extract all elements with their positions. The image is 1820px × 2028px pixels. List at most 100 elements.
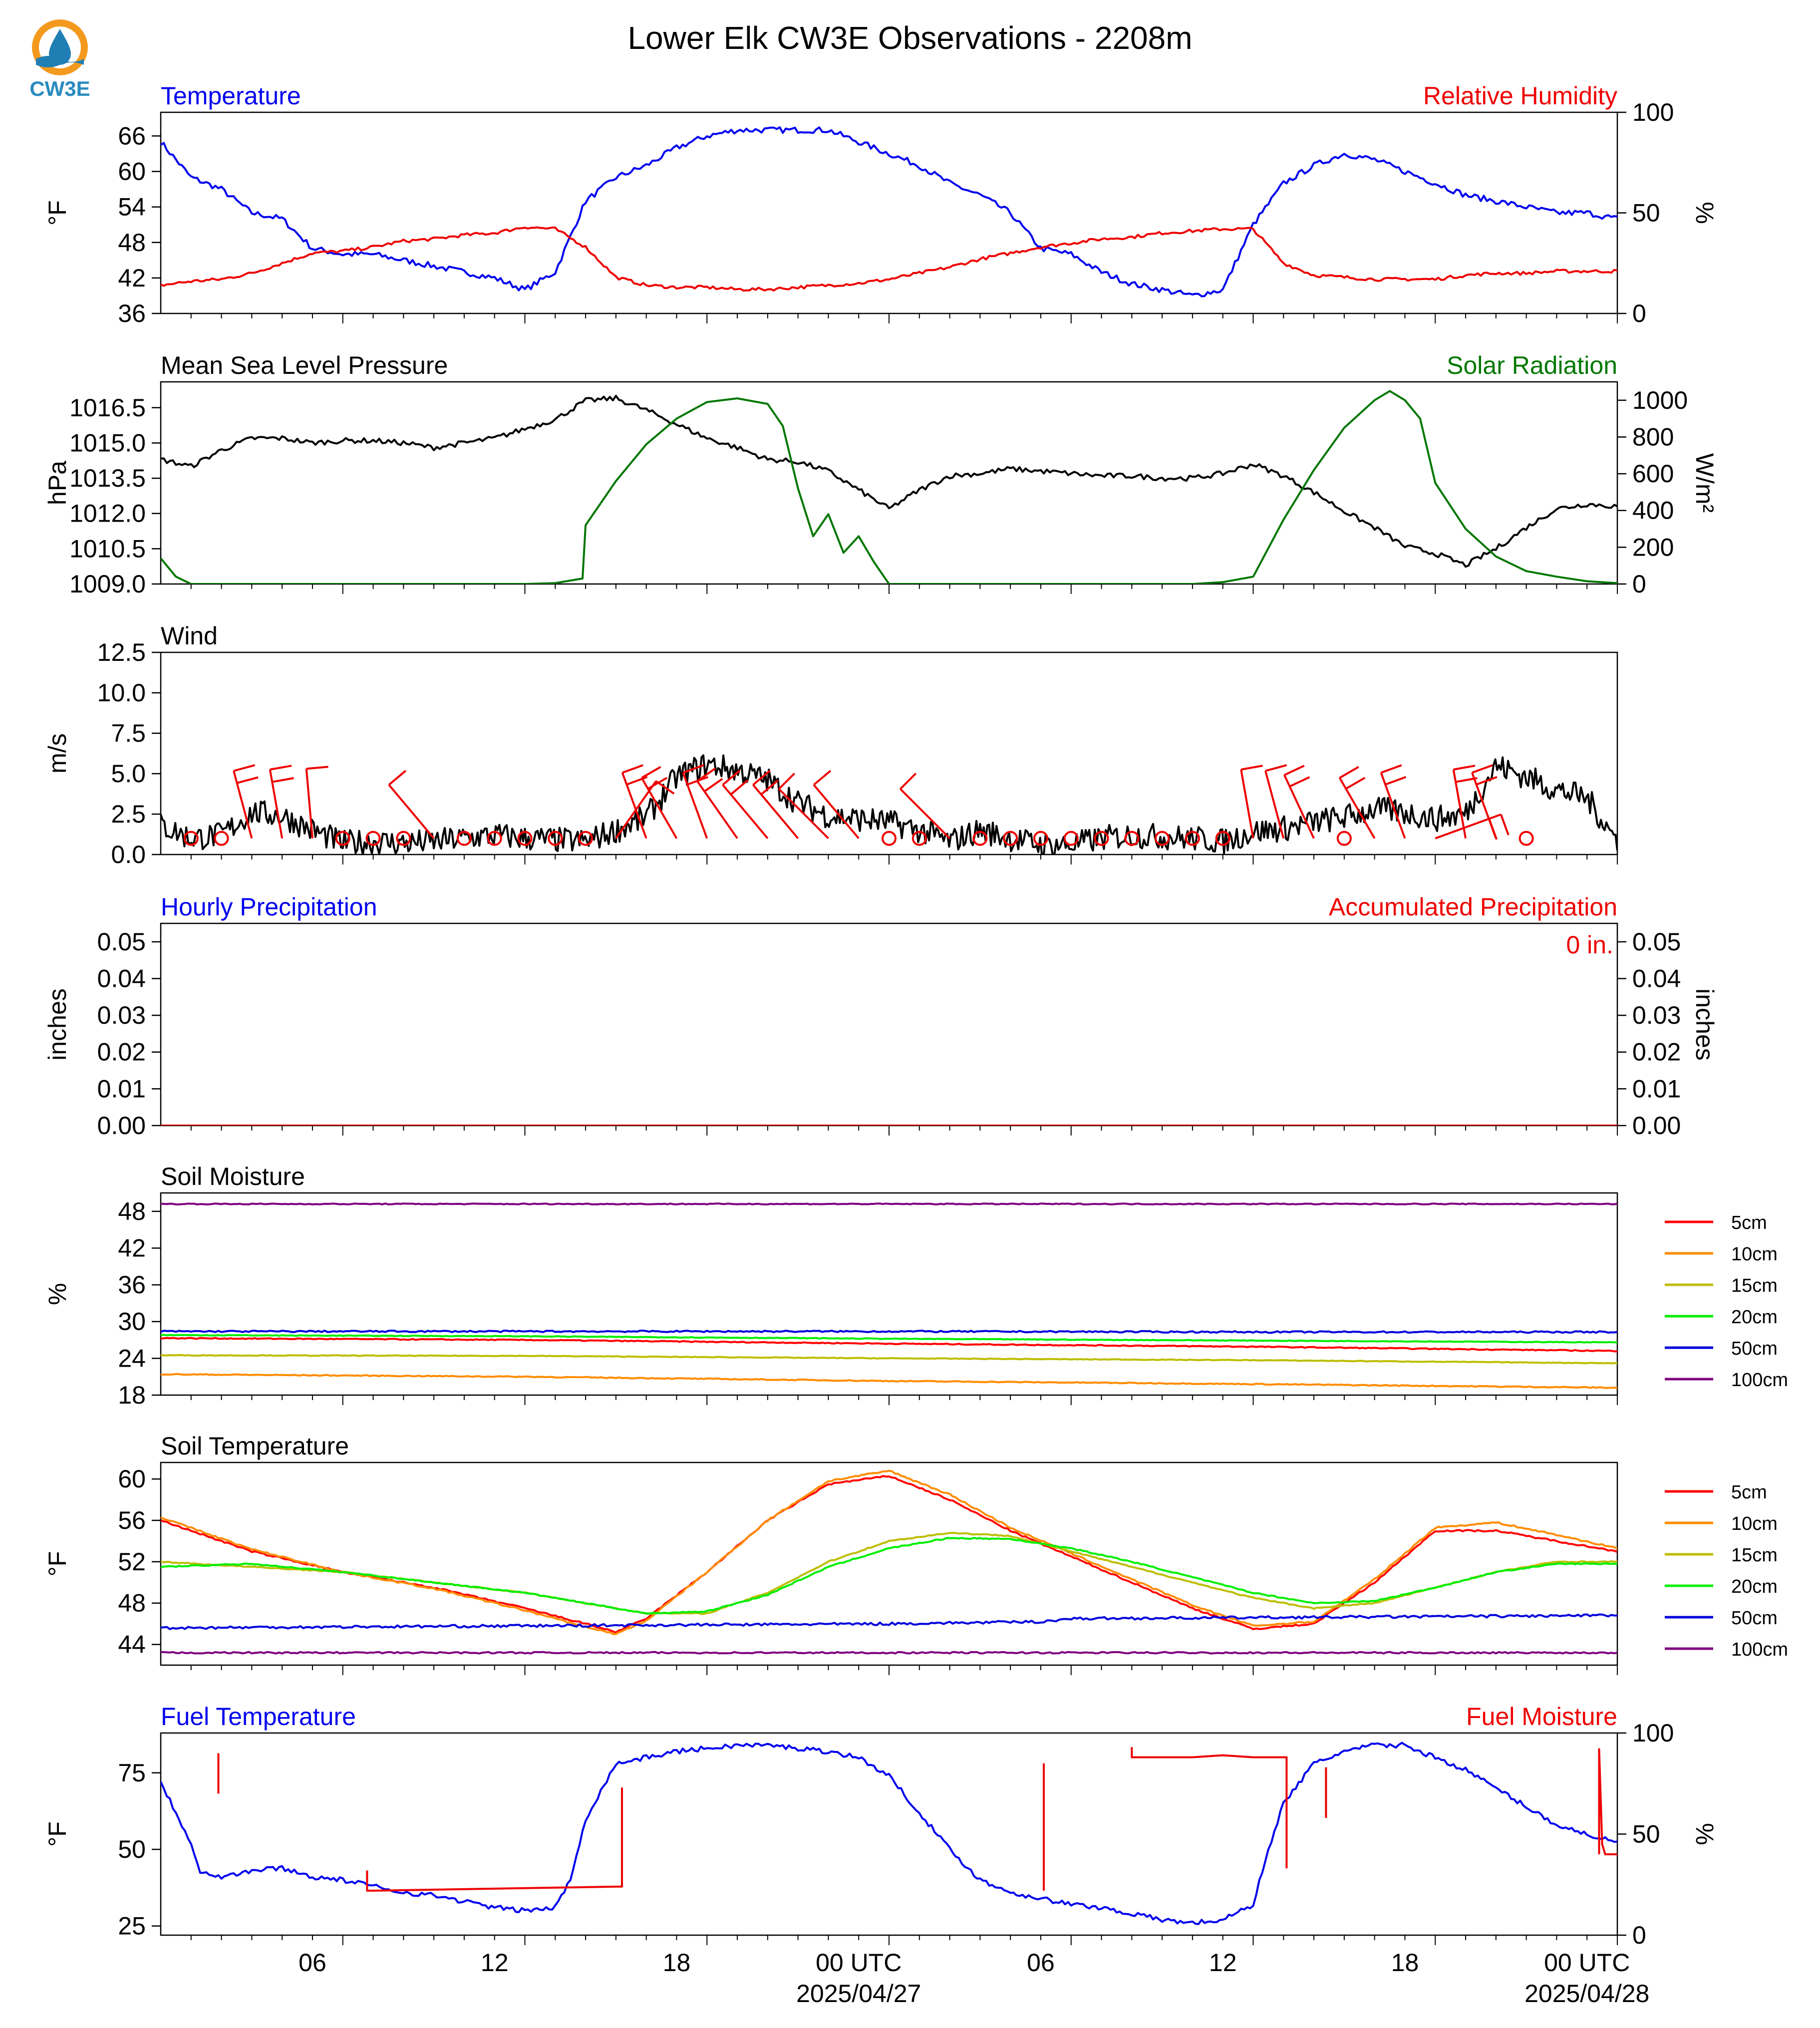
wind-barb-flag [682, 764, 704, 774]
wind-barb-calm [972, 831, 988, 846]
y-tick-label-right: 0.04 [1632, 964, 1681, 992]
series-20cm [161, 1334, 1617, 1344]
y-axis-label-right: inches [1691, 988, 1719, 1061]
series-fuel-moisture-segment [366, 1787, 623, 1892]
wind-barb-flag [388, 770, 407, 786]
time-axis: 06 12 18 00 UTC 06 12 18 00 UTC 2025/04/27 2025/0… [299, 1949, 1649, 2008]
wind-barb-flag [1385, 776, 1407, 786]
legend-label: 15cm [1731, 1545, 1778, 1566]
y-axis-label-right: % [1691, 202, 1719, 224]
accumulated-total-label: 0 in. [1566, 931, 1613, 959]
y-tick-label: 5.0 [111, 760, 146, 788]
wind-barb-shaft [752, 784, 799, 839]
y-tick-label-right: 0 [1632, 570, 1646, 598]
panel-frame [160, 381, 1618, 585]
series-temperature [161, 126, 1617, 297]
panel-title-left: Fuel Temperature [161, 1703, 356, 1731]
x-tick-label: 18 [1391, 1949, 1419, 1977]
wind-barb-flag [760, 779, 779, 796]
wind-barb-flag [696, 768, 716, 782]
y-tick-label: 0.01 [97, 1075, 146, 1103]
series-group [161, 1469, 1617, 1655]
wind-barb-flag [1345, 777, 1366, 790]
wind-barb-calm [365, 831, 381, 846]
series-group [161, 1202, 1617, 1389]
y-tick-label: 48 [118, 229, 146, 257]
series-wind [161, 754, 1617, 855]
y-tick-label: 1010.5 [69, 535, 146, 563]
y-tick-label: 42 [118, 1234, 146, 1262]
wind-barb-shaft [1240, 769, 1254, 839]
series-mean-sea-level-pressure [161, 395, 1617, 568]
series-5cm [161, 1337, 1617, 1353]
y-tick-label: 0.03 [97, 1001, 146, 1029]
y-axis-label-right: % [1691, 1823, 1719, 1845]
y-axis-label: °F [43, 200, 71, 226]
series-100cm [161, 1651, 1617, 1655]
series-solar-radiation [161, 390, 1617, 584]
panel-title-right: Solar Radiation [1447, 351, 1617, 379]
wind-barb-calm [183, 831, 199, 846]
legend-label: 50cm [1731, 1338, 1778, 1359]
y-tick-label: 10.0 [97, 679, 146, 707]
wind-barb-flag [272, 777, 294, 783]
series-group [161, 754, 1617, 855]
wind-barb-shaft [233, 770, 253, 839]
wind-barb-calm [1185, 831, 1200, 846]
y-tick-label-right: 0.00 [1632, 1112, 1681, 1140]
y-tick-label: 50 [118, 1835, 146, 1863]
y-tick-label: 60 [118, 158, 146, 186]
wind-barb-flag [730, 779, 749, 796]
series-fuel-temperature [161, 1741, 1617, 1925]
y-tick-label: 2.5 [111, 800, 146, 828]
panels: Temperature Relative Humidity 36 42 48 54 60 66… [43, 82, 1788, 1949]
chart-title: Lower Elk CW3E Observations - 2208m [627, 20, 1192, 56]
panel-wind: Wind 0.0 2.5 5.0 7.5 10.0 12.5 m/s [43, 622, 1618, 869]
x-tick-label: 12 [481, 1949, 509, 1977]
series-5cm [161, 1475, 1617, 1634]
x-date-label: 2025/04/27 [796, 1980, 921, 2008]
y-tick-label: 0.00 [97, 1112, 146, 1140]
series-group [161, 1741, 1617, 1925]
panel-frame [160, 1732, 1618, 1936]
y-tick-label: 48 [118, 1197, 146, 1225]
y-tick-label: 52 [118, 1548, 146, 1576]
y-tick-label-right: 0 [1632, 1921, 1646, 1949]
y-tick-label-right: 50 [1632, 199, 1660, 227]
y-tick-label: 66 [118, 122, 146, 150]
series-group [161, 390, 1617, 584]
panel-title-left: Wind [161, 622, 218, 650]
wind-barb-flag [1339, 766, 1359, 779]
wind-barb-calm [548, 831, 563, 846]
wind-barb-flag [1240, 765, 1263, 771]
wind-barb-calm [487, 831, 502, 846]
wind-barb-flag [233, 764, 256, 772]
panel-soil_temperature: Soil Temperature 44 48 52 56 60 °F 5cm 10cm 15cm 2… [43, 1432, 1788, 1675]
x-tick-label: 06 [1027, 1949, 1055, 1977]
wind-barb-calm [214, 831, 229, 846]
y-tick-label: 36 [118, 1271, 146, 1299]
y-tick-label: 75 [118, 1759, 146, 1787]
y-tick-label: 1013.5 [69, 464, 146, 492]
y-tick-label: 12.5 [97, 638, 146, 666]
wind-barb-calm [1336, 831, 1352, 846]
x-date-label: 2025/04/28 [1524, 1980, 1649, 2008]
legend-label: 5cm [1731, 1482, 1767, 1503]
series-100cm [161, 1202, 1617, 1205]
wind-barb-flag [900, 773, 917, 790]
series-20cm [161, 1537, 1617, 1615]
wind-barb-flag [237, 776, 259, 784]
y-tick-label: 44 [118, 1631, 146, 1659]
y-tick-label: 18 [118, 1381, 146, 1409]
panel-title-left: Temperature [161, 82, 301, 110]
series-10cm [161, 1373, 1617, 1389]
wind-barb-shaft [813, 784, 860, 839]
wind-barb-calm [335, 831, 350, 846]
wind-barb-flag [306, 766, 328, 770]
wind-barb-calm [1094, 831, 1109, 846]
y-tick-label-right: 100 [1632, 98, 1674, 126]
panel-title-left: Soil Moisture [161, 1162, 305, 1190]
wind-barb-shaft [722, 784, 769, 839]
x-tick-label: 00 UTC [1544, 1949, 1630, 1977]
series-15cm [161, 1532, 1617, 1615]
